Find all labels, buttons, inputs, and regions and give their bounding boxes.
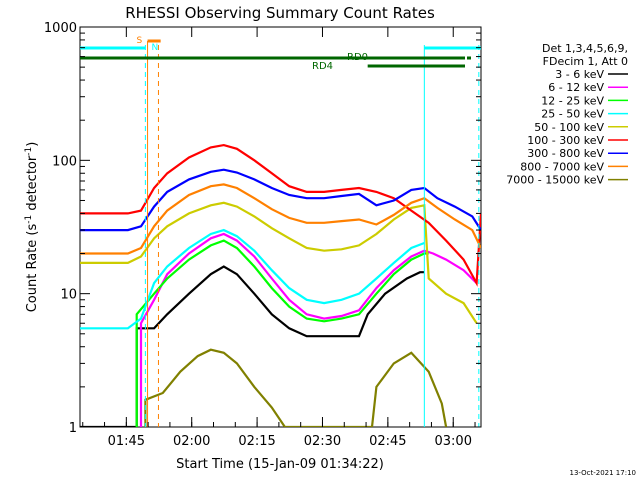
legend-label-8: 7000 - 15000 keV [506,174,604,187]
legend-label-1: 6 - 12 keV [548,81,604,94]
footer-timestamp: 13-Oct-2021 17:10 [570,469,636,477]
legend-header-2: FDecim 1, Att 0 [543,55,628,68]
y-tick-label: 1000 [44,21,77,36]
x-tick-label: 02:30 [304,434,341,449]
markers-layer: SN RD0 RD4 [80,36,481,427]
series-line-3 [80,228,425,330]
x-tick-label: 03:00 [435,434,472,449]
x-tick-label: 02:00 [173,434,210,449]
legend-label-4: 50 - 100 keV [534,121,604,134]
series-line-5 [80,143,481,287]
series-layer [80,143,481,427]
y-tick-label: 10 [60,288,77,303]
x-tick-label: 01:45 [108,434,145,449]
y-axis: 1 10 100 1000 [44,21,481,436]
y-tick-label: 100 [52,154,77,169]
x-tick-label: 02:15 [238,434,275,449]
y-axis-label: Count Rate (s-1 detector-1) [24,142,40,313]
legend-label-5: 100 - 300 keV [527,134,604,147]
x-tick-label: 02:45 [369,434,406,449]
x-axis: 01:45 02:00 02:15 02:30 02:45 03:00 [82,27,476,449]
x-axis-label: Start Time (15-Jan-09 01:34:22) [176,457,384,472]
flag-label-n: N [152,43,159,53]
legend-label-6: 300 - 800 keV [527,147,604,160]
attenuator-label-rd0: RD0 [347,52,368,63]
series-line-7 [80,183,481,255]
legend: Det 1,3,4,5,6,9, FDecim 1, Att 0 3 - 6 k… [506,42,628,187]
y-axis-label-mid: detector [25,155,40,215]
y-tick-label: 1 [69,421,77,436]
series-line-8 [144,348,448,427]
series-line-1 [139,232,478,427]
attenuator-label-rd4: RD4 [312,61,333,72]
legend-label-7: 800 - 7000 keV [520,160,604,173]
y-axis-label-main: Count Rate (s [25,224,40,313]
chart-title: RHESSI Observing Summary Count Rates [125,4,435,22]
legend-label-3: 25 - 50 keV [541,108,604,121]
plot-area: SN RD0 RD4 [79,26,482,428]
y-axis-label-sup-2: -1 [24,147,34,156]
series-line-0 [80,265,425,427]
series-line-2 [135,239,429,427]
series-line-4 [80,201,478,324]
flag-label-s: S [137,36,143,46]
y-axis-label-sup-1: -1 [24,215,34,224]
legend-header-1: Det 1,3,4,5,6,9, [542,42,628,55]
legend-label-2: 12 - 25 keV [541,94,604,107]
y-axis-label-end: ) [25,142,40,147]
legend-label-0: 3 - 6 keV [555,68,604,81]
series-line-6 [80,168,481,232]
